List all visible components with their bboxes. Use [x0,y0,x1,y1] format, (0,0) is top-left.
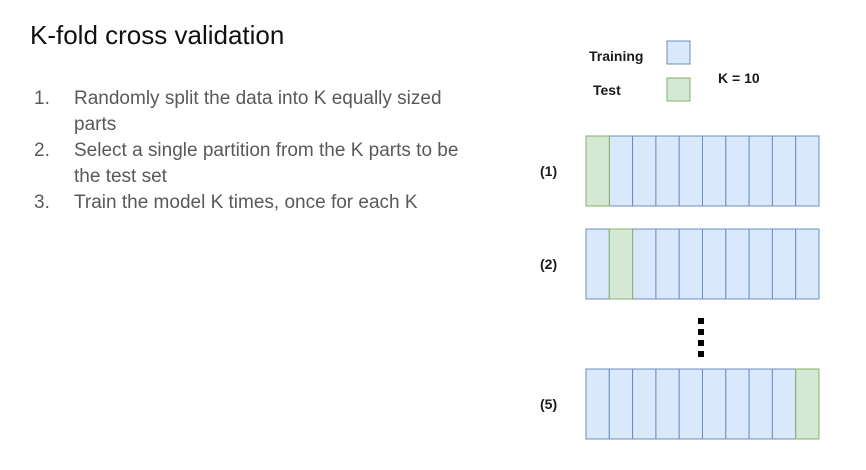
training-segment [655,368,680,440]
training-segment [585,228,610,300]
training-segment [655,228,680,300]
page-title: K-fold cross validation [30,20,285,50]
test-segment [608,228,634,300]
steps-list: 1. Randomly split the data into K equall… [32,86,492,216]
step-text: Train the model K times, once for each K [74,192,418,213]
training-segment [702,228,727,300]
step-text: Randomly split the data into K equally s… [74,88,442,135]
training-segment [725,135,750,207]
ellipsis-dot [698,351,704,357]
training-segment [748,135,773,207]
training-segment [655,135,680,207]
step-text: Select a single partition from the K par… [74,140,459,187]
k-value-label: K = 10 [718,70,760,86]
ellipsis-dot [698,329,704,335]
training-segment [608,135,634,207]
training-segment [748,228,773,300]
training-segment [678,135,704,207]
training-segment [725,368,750,440]
list-item: 3. Train the model K times, once for eac… [32,190,492,216]
test-segment [795,368,820,440]
fold-row: (5) [540,368,820,440]
training-segment [678,228,704,300]
training-segment [632,228,657,300]
fold-label: (2) [540,256,557,272]
step-number: 1. [34,88,50,109]
training-segment [771,135,797,207]
training-segment [632,368,657,440]
fold-label: (1) [540,163,557,179]
training-segment [795,135,820,207]
test-segment [585,135,610,207]
training-segment [585,368,610,440]
training-segment [771,228,797,300]
training-segment [632,135,657,207]
training-segment [748,368,773,440]
fold-label: (5) [540,396,557,412]
training-segment [608,368,634,440]
legend-training-swatch [666,40,691,65]
ellipsis-icon [698,318,704,357]
fold-rows: (1) (2) (5) [540,135,820,440]
training-segment [725,228,750,300]
fold-row: (2) [540,228,820,300]
step-number: 2. [34,140,50,161]
ellipsis-dot [698,318,704,324]
training-segment [795,228,820,300]
list-item: 1. Randomly split the data into K equall… [32,86,492,138]
training-segment [702,135,727,207]
legend: Training Test K = 10 [589,40,760,102]
training-segment [678,368,704,440]
training-segment [771,368,797,440]
legend-test-swatch [666,77,691,102]
list-item: 2. Select a single partition from the K … [32,138,492,190]
legend-test-label: Test [593,82,621,98]
step-number: 3. [34,192,50,213]
legend-training-label: Training [589,48,643,64]
ellipsis-dot [698,340,704,346]
fold-row: (1) [540,135,820,207]
training-segment [702,368,727,440]
